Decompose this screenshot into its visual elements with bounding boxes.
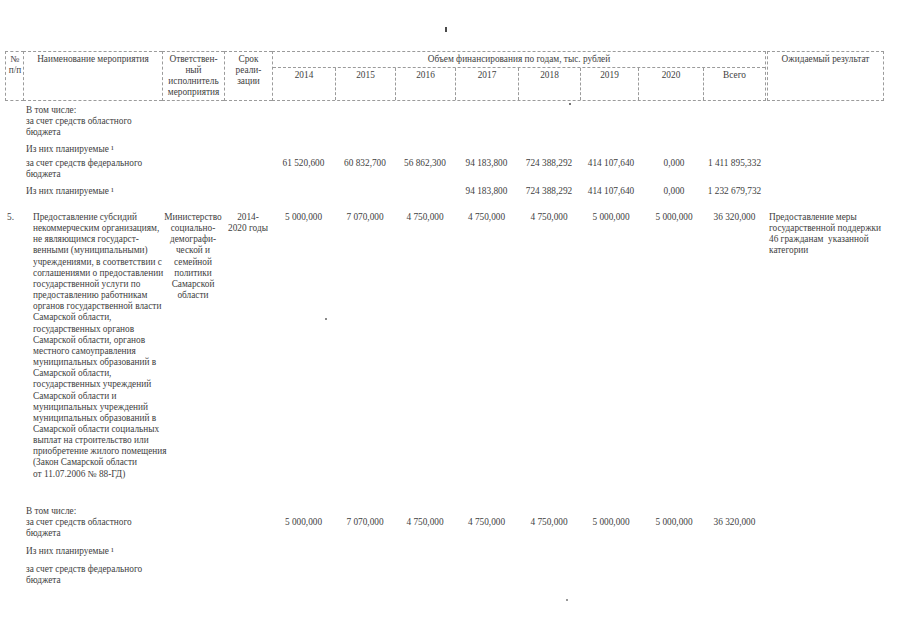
row-label: Из них планируемые ¹ xyxy=(26,546,168,557)
value-2017: 94 183,800 xyxy=(455,158,518,169)
scan-artifact-dot xyxy=(566,599,568,601)
value-2016: 4 750,000 xyxy=(395,212,455,223)
row-label: Из них планируемые ¹ xyxy=(26,144,168,155)
value-2020: 0,000 xyxy=(641,158,707,169)
item-executor: Министерство социально- демографи- ческо… xyxy=(162,212,224,301)
values-row: 94 183,800 724 388,292 414 107,640 0,000… xyxy=(0,186,905,198)
value-2020: 5 000,000 xyxy=(641,212,707,223)
value-2018: 4 750,000 xyxy=(518,212,580,223)
scan-artifact-dot xyxy=(569,103,571,105)
header-finance-label: Объем финансирования по годам, тыс. рубл… xyxy=(273,52,765,68)
scan-artifact-mark xyxy=(445,27,447,32)
row-label: за счет средств федерального бюджета xyxy=(26,564,168,586)
value-2019: 414 107,640 xyxy=(582,158,640,169)
value-2019: 414 107,640 xyxy=(582,186,640,197)
item-name: Предоставление субсидий некоммерческим о… xyxy=(33,212,166,480)
value-2019: 5 000,000 xyxy=(582,212,640,223)
value-total: 36 320,000 xyxy=(703,517,766,528)
value-2014: 5 000,000 xyxy=(272,212,335,223)
value-2015: 7 070,000 xyxy=(335,517,395,528)
header-year-2014: 2014 xyxy=(273,68,335,100)
value-2020: 5 000,000 xyxy=(641,517,707,528)
header-year-2017: 2017 xyxy=(455,68,518,100)
header-col-total: Всего xyxy=(703,68,765,100)
values-row: 5 000,000 7 070,000 4 750,000 4 750,000 … xyxy=(0,517,905,529)
value-2018: 724 388,292 xyxy=(518,158,580,169)
values-row: 61 520,600 60 832,700 56 862,300 94 183,… xyxy=(0,158,905,170)
value-total: 1 232 679,732 xyxy=(703,186,766,197)
header-finance-group: Объем финансирования по годам, тыс. рубл… xyxy=(272,51,766,101)
value-2017: 4 750,000 xyxy=(455,517,518,528)
scanned-table-page: № п/п Наименование мероприятия Ответстве… xyxy=(0,0,905,640)
header-year-2018: 2018 xyxy=(518,68,580,100)
scan-artifact-dot xyxy=(325,318,327,320)
header-year-2016: 2016 xyxy=(395,68,455,100)
value-total: 36 320,000 xyxy=(703,212,766,223)
row-label: В том числе: за счет средств областного … xyxy=(26,105,168,138)
header-col-term: Срок реали- зации xyxy=(224,51,272,101)
header-col-num: № п/п xyxy=(5,51,24,101)
value-total: 1 411 895,332 xyxy=(703,158,766,169)
value-2016: 4 750,000 xyxy=(395,517,455,528)
value-2014: 5 000,000 xyxy=(272,517,335,528)
header-col-result: Ожидаемый результат xyxy=(767,51,884,101)
value-2018: 4 750,000 xyxy=(518,517,580,528)
value-2015: 60 832,700 xyxy=(335,158,395,169)
value-2014: 61 520,600 xyxy=(272,158,335,169)
header-year-2015: 2015 xyxy=(335,68,395,100)
value-2020: 0,000 xyxy=(641,186,707,197)
value-2019: 5 000,000 xyxy=(582,517,640,528)
header-col-executor: Ответствен- ный исполнитель мероприятия xyxy=(162,51,224,101)
header-col-name: Наименование мероприятия xyxy=(23,51,162,101)
header-year-2019: 2019 xyxy=(580,68,638,100)
value-2017: 4 750,000 xyxy=(455,212,518,223)
value-2016: 56 862,300 xyxy=(395,158,455,169)
value-2018: 724 388,292 xyxy=(518,186,580,197)
item-expected-result: Предоставление меры государственной подд… xyxy=(769,212,883,257)
value-2015: 7 070,000 xyxy=(335,212,395,223)
value-2017: 94 183,800 xyxy=(455,186,518,197)
header-year-2020: 2020 xyxy=(638,68,703,100)
